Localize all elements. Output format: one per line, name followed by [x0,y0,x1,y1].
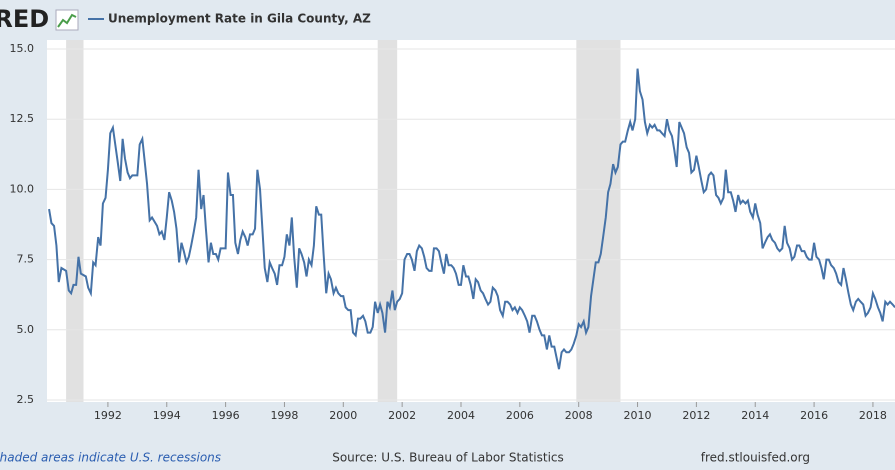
recession-shade [66,40,84,402]
logo-icon [55,9,79,31]
recession-note: Shaded areas indicate U.S. recessions [0,451,221,465]
x-tick-label: 2004 [447,409,475,422]
y-tick-label: 2.5 [17,393,35,406]
x-tick-label: 2006 [506,409,534,422]
x-tick-label: 2014 [741,409,769,422]
legend-label: Unemployment Rate in Gila County, AZ [108,12,371,26]
x-tick-label: 1996 [212,409,240,422]
x-tick-label: 2008 [565,409,593,422]
recession-shade [576,40,621,402]
x-tick-label: 2000 [329,409,357,422]
site: fred.stlouisfed.org [701,451,810,465]
x-tick-label: 1992 [94,409,122,422]
data-line [48,68,895,370]
recession-shade [377,40,398,402]
x-tick-label: 1994 [153,409,181,422]
y-tick-label: 7.5 [17,253,35,266]
logo: FRED [0,5,49,33]
x-tick-label: 2018 [859,409,887,422]
x-tick-label: 1998 [270,409,298,422]
y-tick-label: 15.0 [10,42,35,55]
x-tick-label: 2010 [624,409,652,422]
x-tick-label: 2002 [388,409,416,422]
x-tick-label: 2016 [800,409,828,422]
y-tick-label: 10.0 [10,182,35,195]
y-tick-label: 5.0 [17,323,35,336]
plot-area [47,40,895,402]
y-tick-label: 12.5 [10,112,35,125]
x-tick-label: 2012 [682,409,710,422]
source: Source: U.S. Bureau of Labor Statistics [332,451,564,465]
